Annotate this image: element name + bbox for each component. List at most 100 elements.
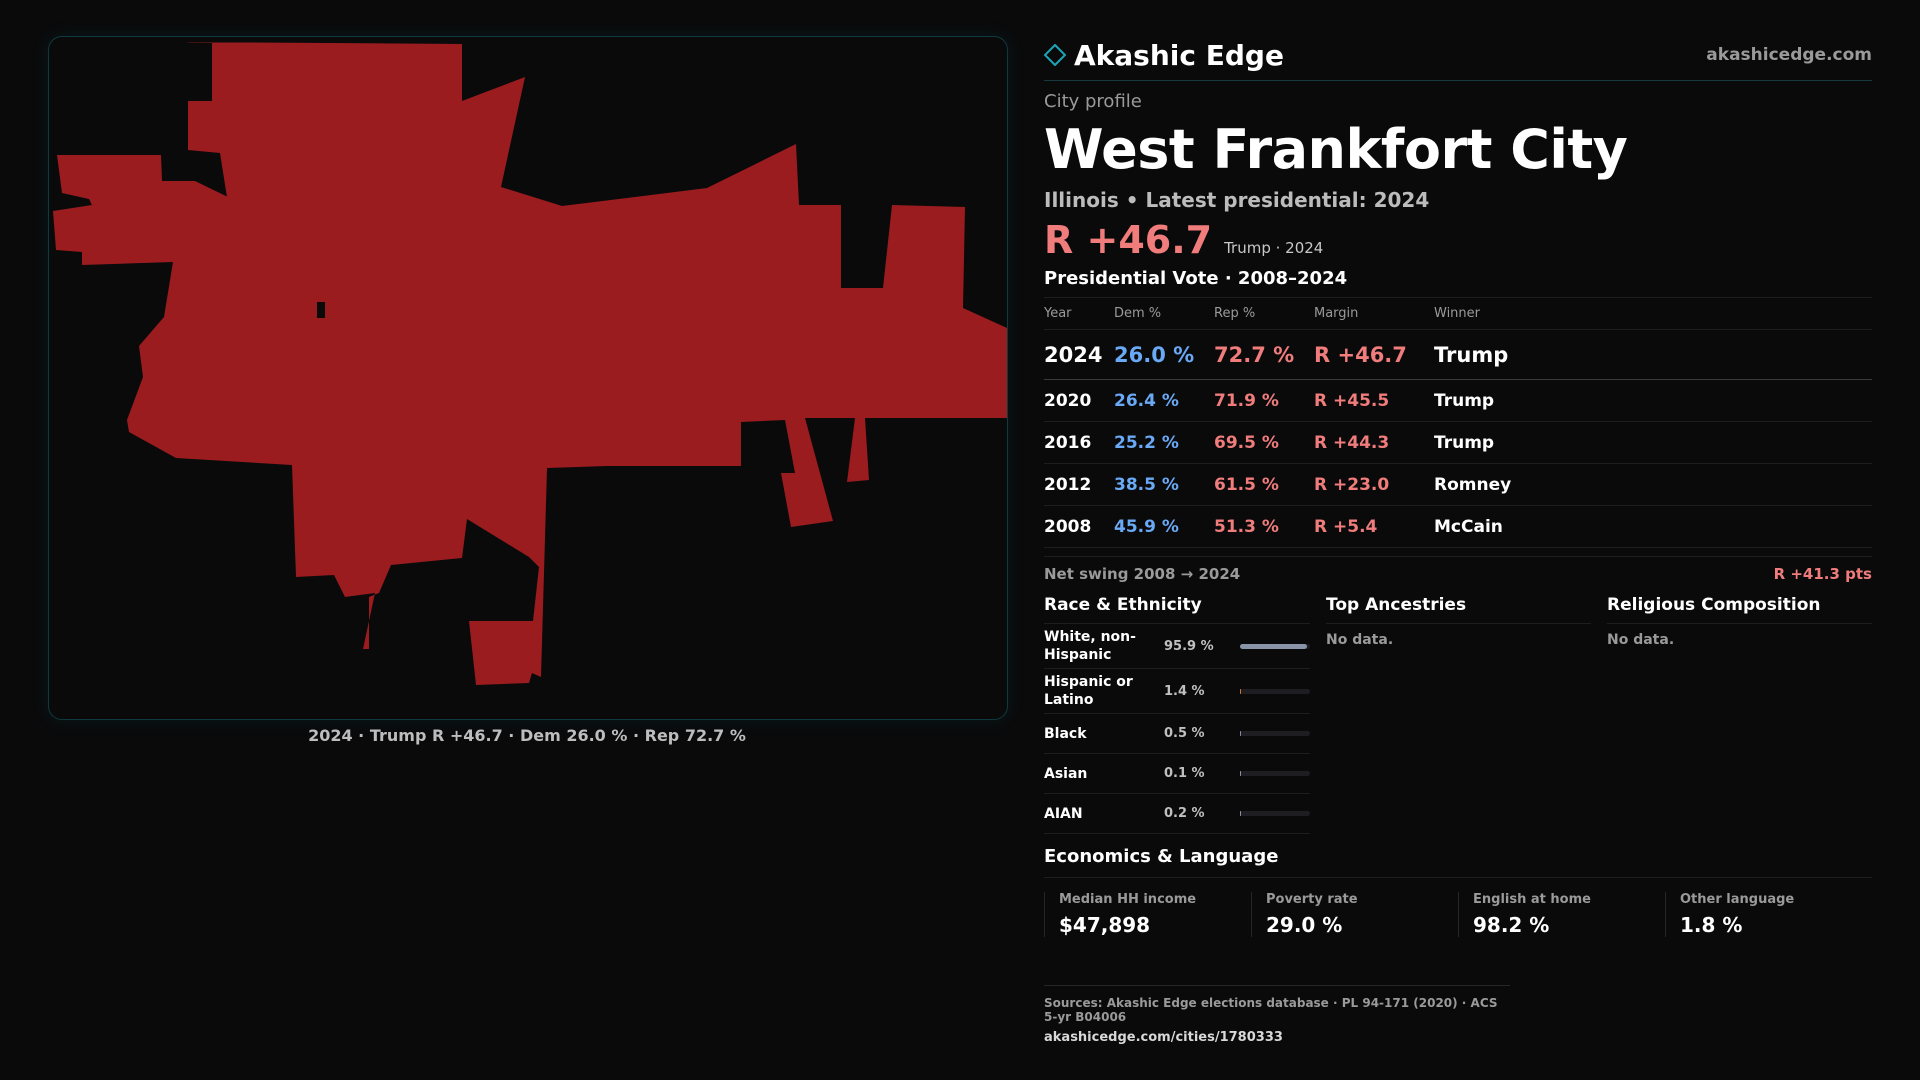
table-row: 2024 26.0 % 72.7 % R +46.7 Trump xyxy=(1044,329,1872,380)
cell-dem: 26.4 % xyxy=(1114,379,1214,422)
list-item: Asian 0.1 % xyxy=(1044,754,1310,794)
race-percent: 0.5 % xyxy=(1164,726,1205,741)
column-header-dem: Dem % xyxy=(1114,298,1214,330)
presidential-vote-title: Presidential Vote · 2008–2024 xyxy=(1044,268,1872,298)
stat-value: 29.0 % xyxy=(1266,913,1343,937)
presidential-vote-table: Year Dem % Rep % Margin Winner 2024 26.0… xyxy=(1044,298,1872,548)
race-percent: 0.2 % xyxy=(1164,806,1205,821)
religion-section: Religious Composition No data. xyxy=(1607,595,1872,834)
city-profile-panel: Akashic Edge akashicedge.com City profil… xyxy=(1044,30,1872,1045)
table-header-row: Year Dem % Rep % Margin Winner xyxy=(1044,298,1872,330)
economics-title: Economics & Language xyxy=(1044,846,1872,878)
cell-dem: 45.9 % xyxy=(1114,505,1214,548)
race-bar-fill xyxy=(1240,811,1241,816)
column-header-margin: Margin xyxy=(1314,298,1434,330)
race-bar-fill xyxy=(1240,643,1308,649)
cell-winner: Romney xyxy=(1434,463,1872,506)
race-bar xyxy=(1240,688,1310,694)
column-header-year: Year xyxy=(1044,298,1114,330)
stat-card-poverty: Poverty rate 29.0 % xyxy=(1251,892,1444,937)
cell-margin: R +44.3 xyxy=(1314,421,1434,464)
cell-rep: 71.9 % xyxy=(1214,379,1314,422)
race-bar xyxy=(1240,643,1310,649)
source-url-link[interactable]: akashicedge.com/cities/1780333 xyxy=(1044,1030,1283,1045)
city-boundary-shape xyxy=(53,42,1007,685)
brand[interactable]: Akashic Edge xyxy=(1044,39,1284,72)
list-item: Hispanic or Latino 1.4 % xyxy=(1044,669,1310,714)
cell-year: 2008 xyxy=(1044,505,1114,548)
table-row: 2012 38.5 % 61.5 % R +23.0 Romney xyxy=(1044,463,1872,506)
cell-rep: 51.3 % xyxy=(1214,505,1314,548)
city-boundary-map xyxy=(53,42,1007,685)
cell-year: 2016 xyxy=(1044,421,1114,464)
stat-label: Poverty rate xyxy=(1266,892,1358,907)
cell-margin: R +23.0 xyxy=(1314,463,1434,506)
latest-margin: R +46.7 Trump · 2024 xyxy=(1044,218,1872,262)
cell-year: 2024 xyxy=(1044,329,1114,380)
race-bar xyxy=(1240,811,1310,816)
column-header-rep: Rep % xyxy=(1214,298,1314,330)
cell-year: 2020 xyxy=(1044,379,1114,422)
race-percent: 1.4 % xyxy=(1164,683,1205,699)
stat-card-other-language: Other language 1.8 % xyxy=(1665,892,1858,937)
race-label: AIAN xyxy=(1044,805,1083,822)
net-swing: Net swing 2008 → 2024 R +41.3 pts xyxy=(1044,556,1872,583)
cell-rep: 61.5 % xyxy=(1214,463,1314,506)
page-title: West Frankfort City xyxy=(1044,118,1628,181)
net-swing-value: R +41.3 pts xyxy=(1773,565,1872,583)
table-row: 2020 26.4 % 71.9 % R +45.5 Trump xyxy=(1044,379,1872,422)
stat-value: $47,898 xyxy=(1059,913,1151,937)
cell-year: 2012 xyxy=(1044,463,1114,506)
race-label: White, non-Hispanic xyxy=(1044,629,1136,663)
latest-margin-caption: Trump · 2024 xyxy=(1224,239,1324,257)
stat-label: Other language xyxy=(1680,892,1795,907)
race-ethnicity-title: Race & Ethnicity xyxy=(1044,595,1310,624)
race-bar xyxy=(1240,771,1310,776)
stat-label: Median HH income xyxy=(1059,892,1197,907)
brand-name: Akashic Edge xyxy=(1074,38,1284,72)
column-header-winner: Winner xyxy=(1434,298,1872,330)
map-caption: 2024 · Trump R +46.7 · Dem 26.0 % · Rep … xyxy=(308,726,746,745)
economics-cards: Median HH income $47,898 Poverty rate 29… xyxy=(1044,892,1872,937)
page-subtitle: Illinois • Latest presidential: 2024 xyxy=(1044,188,1430,212)
map-hole xyxy=(317,302,325,318)
sources-text: Sources: Akashic Edge elections database… xyxy=(1044,996,1498,1024)
cell-winner: Trump xyxy=(1434,421,1872,464)
page-eyebrow: City profile xyxy=(1044,91,1142,112)
race-label: Asian xyxy=(1044,765,1088,782)
brand-url-link[interactable]: akashicedge.com xyxy=(1706,45,1872,65)
stat-card-english: English at home 98.2 % xyxy=(1458,892,1651,937)
cell-margin: R +45.5 xyxy=(1314,379,1434,422)
diamond-outline-icon xyxy=(1044,44,1066,66)
race-percent: 0.1 % xyxy=(1164,766,1205,781)
latest-margin-value: R +46.7 xyxy=(1044,218,1213,262)
race-bar xyxy=(1240,731,1310,736)
cell-margin: R +5.4 xyxy=(1314,505,1434,548)
brand-header: Akashic Edge akashicedge.com xyxy=(1044,30,1872,81)
city-map[interactable] xyxy=(48,36,1008,720)
demographics-columns: Race & Ethnicity White, non-Hispanic 95.… xyxy=(1044,595,1872,834)
ancestries-title: Top Ancestries xyxy=(1326,595,1591,624)
race-ethnicity-list: White, non-Hispanic 95.9 % Hispanic or L… xyxy=(1044,624,1310,834)
stat-value: 1.8 % xyxy=(1680,913,1743,937)
table-row: 2016 25.2 % 69.5 % R +44.3 Trump xyxy=(1044,421,1872,464)
ancestries-empty: No data. xyxy=(1326,632,1394,648)
ancestries-section: Top Ancestries No data. xyxy=(1326,595,1591,834)
race-label: Hispanic or Latino xyxy=(1044,674,1133,708)
table-row: 2008 45.9 % 51.3 % R +5.4 McCain xyxy=(1044,505,1872,548)
race-bar-fill xyxy=(1240,731,1241,736)
cell-dem: 38.5 % xyxy=(1114,463,1214,506)
stat-card-income: Median HH income $47,898 xyxy=(1044,892,1237,937)
city-boundary-shape xyxy=(61,155,161,177)
race-ethnicity-section: Race & Ethnicity White, non-Hispanic 95.… xyxy=(1044,595,1310,834)
net-swing-label: Net swing 2008 → 2024 xyxy=(1044,565,1241,583)
religion-empty: No data. xyxy=(1607,632,1675,648)
cell-dem: 25.2 % xyxy=(1114,421,1214,464)
race-bar-fill xyxy=(1240,771,1241,776)
cell-winner: Trump xyxy=(1434,329,1872,380)
cell-rep: 69.5 % xyxy=(1214,421,1314,464)
cell-winner: McCain xyxy=(1434,505,1872,548)
list-item: AIAN 0.2 % xyxy=(1044,794,1310,834)
cell-winner: Trump xyxy=(1434,379,1872,422)
list-item: White, non-Hispanic 95.9 % xyxy=(1044,624,1310,669)
